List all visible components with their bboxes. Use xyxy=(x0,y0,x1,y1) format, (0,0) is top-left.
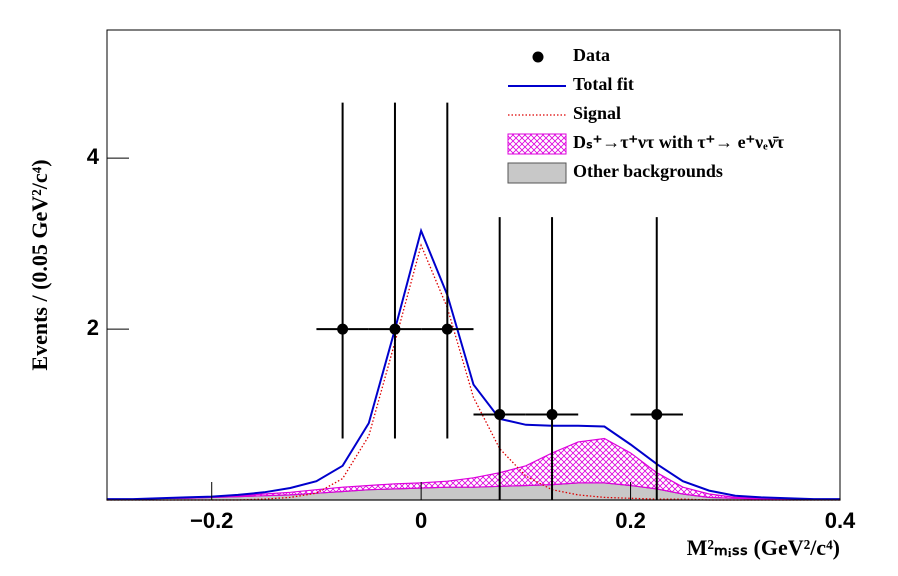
legend-label: Data xyxy=(573,45,610,65)
x-axis-title: M²ₘᵢₛₛ (GeV²/c⁴) xyxy=(687,535,840,560)
frame xyxy=(106,29,841,501)
legend-label: Dₛ⁺→τ⁺ντ with τ⁺→ e⁺νₑν̄τ xyxy=(573,132,785,152)
legend-box xyxy=(507,162,567,184)
x-tick-label: 0 xyxy=(415,508,427,533)
data-point xyxy=(546,409,558,421)
data-point xyxy=(441,323,453,335)
legend-label: Other backgrounds xyxy=(573,161,723,181)
data-point xyxy=(389,323,401,335)
fit-curve xyxy=(107,227,840,501)
legend-box xyxy=(507,133,567,155)
signal-curve xyxy=(107,243,840,501)
plot-area xyxy=(106,102,841,501)
data-point xyxy=(337,323,349,335)
legend-label: Total fit xyxy=(573,74,634,94)
y-axis-title: Events / (0.05 GeV²/c⁴) xyxy=(27,159,52,370)
data-point xyxy=(494,409,506,421)
y-tick-label: 2 xyxy=(87,315,99,340)
x-tick-label: 0.4 xyxy=(825,508,856,533)
y-tick-label: 4 xyxy=(87,144,100,169)
x-tick-label: 0.2 xyxy=(615,508,646,533)
legend-label: Signal xyxy=(573,103,621,123)
x-tick-label: −0.2 xyxy=(190,508,233,533)
data-point xyxy=(651,409,663,421)
legend-marker xyxy=(532,51,544,63)
